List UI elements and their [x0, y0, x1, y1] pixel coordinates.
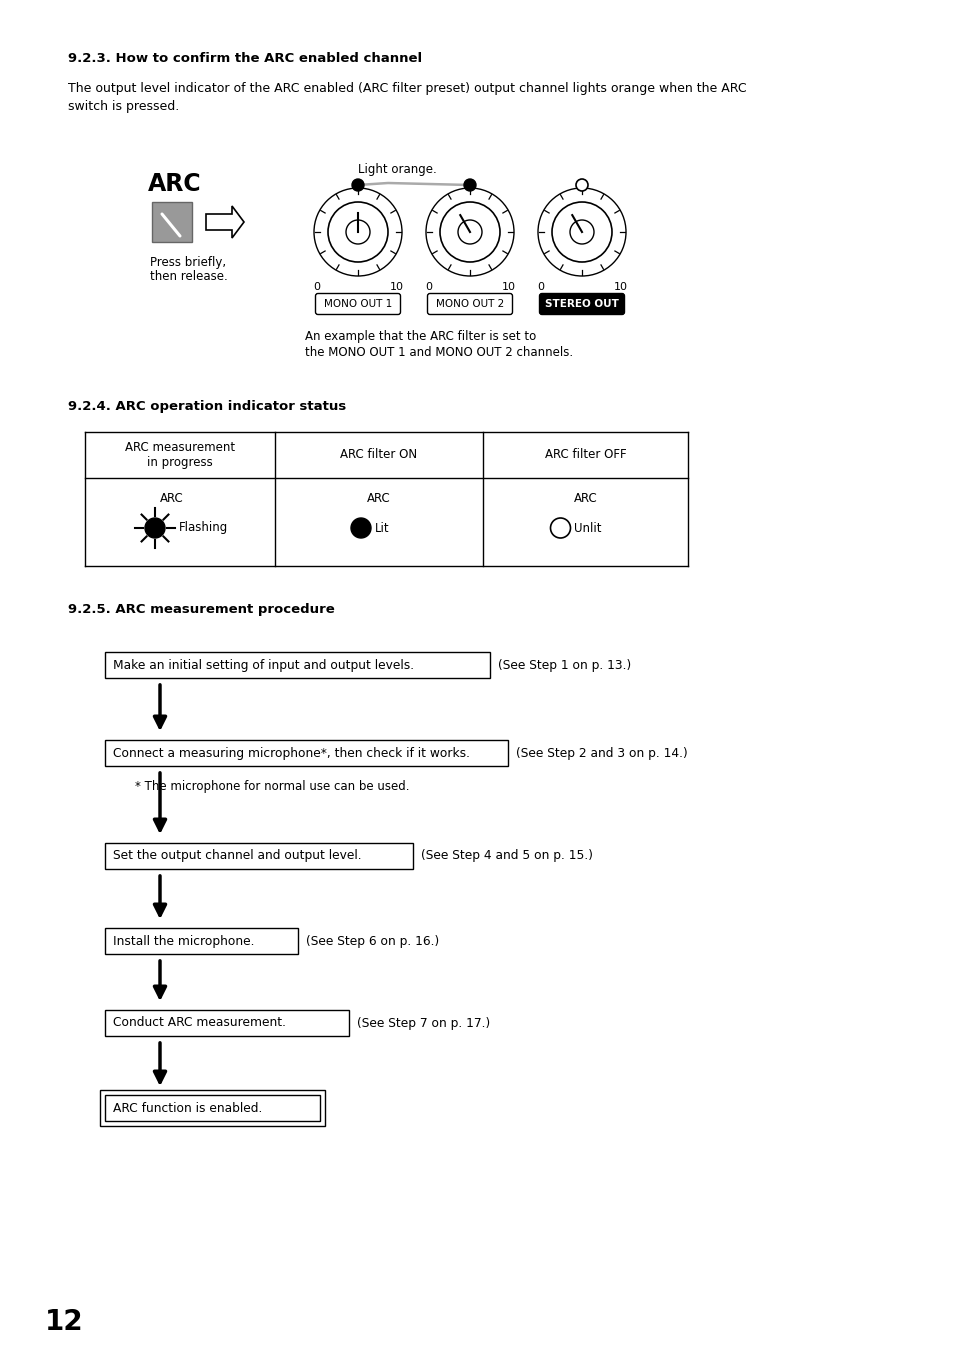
Bar	[152, 202, 192, 242]
Text: ARC measurement
in progress: ARC measurement in progress	[125, 441, 234, 468]
Text: Set the output channel and output level.: Set the output channel and output level.	[112, 849, 361, 863]
Circle shape	[352, 180, 364, 190]
Text: ARC filter ON: ARC filter ON	[340, 448, 417, 462]
Circle shape	[328, 202, 388, 262]
Text: Unlit: Unlit	[574, 521, 601, 535]
Polygon shape	[206, 207, 244, 238]
Circle shape	[552, 202, 612, 262]
Text: 10: 10	[614, 282, 627, 292]
Text: 0: 0	[425, 282, 432, 292]
Text: Lit: Lit	[375, 521, 389, 535]
Text: (See Step 4 and 5 on p. 15.): (See Step 4 and 5 on p. 15.)	[420, 849, 593, 863]
Text: Connect a measuring microphone*, then check if it works.: Connect a measuring microphone*, then ch…	[112, 747, 470, 760]
Text: MONO OUT 1: MONO OUT 1	[323, 298, 392, 309]
Circle shape	[145, 518, 165, 539]
Circle shape	[314, 188, 401, 275]
Circle shape	[457, 220, 481, 244]
Text: ARC: ARC	[160, 491, 184, 505]
Text: ARC: ARC	[367, 491, 391, 505]
Text: Conduct ARC measurement.: Conduct ARC measurement.	[112, 1017, 286, 1030]
FancyBboxPatch shape	[427, 293, 512, 315]
Text: 0: 0	[537, 282, 544, 292]
Text: 10: 10	[501, 282, 516, 292]
Bar	[105, 1010, 349, 1035]
Text: then release.: then release.	[150, 270, 228, 284]
Text: 10: 10	[390, 282, 403, 292]
Text: ARC: ARC	[573, 491, 597, 505]
Text: switch is pressed.: switch is pressed.	[68, 100, 179, 113]
Text: Light orange.: Light orange.	[357, 163, 436, 176]
Circle shape	[351, 518, 371, 539]
Text: (See Step 2 and 3 on p. 14.): (See Step 2 and 3 on p. 14.)	[516, 747, 687, 760]
Text: MONO OUT 2: MONO OUT 2	[436, 298, 503, 309]
Text: 9.2.4. ARC operation indicator status: 9.2.4. ARC operation indicator status	[68, 400, 346, 413]
Bar	[105, 1095, 319, 1120]
Text: 12: 12	[45, 1308, 84, 1336]
Bar	[105, 652, 490, 678]
Text: The output level indicator of the ARC enabled (ARC filter preset) output channel: The output level indicator of the ARC en…	[68, 82, 746, 94]
Text: * The microphone for normal use can be used.: * The microphone for normal use can be u…	[135, 780, 409, 792]
Bar	[105, 740, 507, 765]
Text: ARC: ARC	[148, 171, 201, 196]
Circle shape	[576, 180, 587, 190]
Bar	[105, 842, 413, 869]
Text: (See Step 7 on p. 17.): (See Step 7 on p. 17.)	[356, 1017, 490, 1030]
Text: An example that the ARC filter is set to: An example that the ARC filter is set to	[305, 329, 536, 343]
Circle shape	[439, 202, 499, 262]
Text: ARC filter OFF: ARC filter OFF	[544, 448, 626, 462]
Text: Flashing: Flashing	[179, 521, 228, 535]
FancyBboxPatch shape	[315, 293, 400, 315]
Circle shape	[463, 180, 476, 190]
Text: Make an initial setting of input and output levels.: Make an initial setting of input and out…	[112, 659, 414, 671]
Text: ARC function is enabled.: ARC function is enabled.	[112, 1102, 262, 1115]
Text: (See Step 1 on p. 13.): (See Step 1 on p. 13.)	[497, 659, 631, 671]
Text: Press briefly,: Press briefly,	[150, 256, 226, 269]
Text: 9.2.5. ARC measurement procedure: 9.2.5. ARC measurement procedure	[68, 603, 335, 616]
Text: the MONO OUT 1 and MONO OUT 2 channels.: the MONO OUT 1 and MONO OUT 2 channels.	[305, 346, 573, 359]
Bar	[105, 927, 297, 954]
Text: 0: 0	[314, 282, 320, 292]
Text: 9.2.3. How to confirm the ARC enabled channel: 9.2.3. How to confirm the ARC enabled ch…	[68, 53, 421, 65]
Text: Install the microphone.: Install the microphone.	[112, 934, 254, 948]
Circle shape	[569, 220, 594, 244]
Circle shape	[550, 518, 570, 539]
Circle shape	[537, 188, 625, 275]
Circle shape	[346, 220, 370, 244]
Circle shape	[426, 188, 514, 275]
Text: STEREO OUT: STEREO OUT	[544, 298, 618, 309]
Text: (See Step 6 on p. 16.): (See Step 6 on p. 16.)	[306, 934, 438, 948]
Bar	[100, 1089, 325, 1126]
FancyBboxPatch shape	[539, 293, 624, 315]
